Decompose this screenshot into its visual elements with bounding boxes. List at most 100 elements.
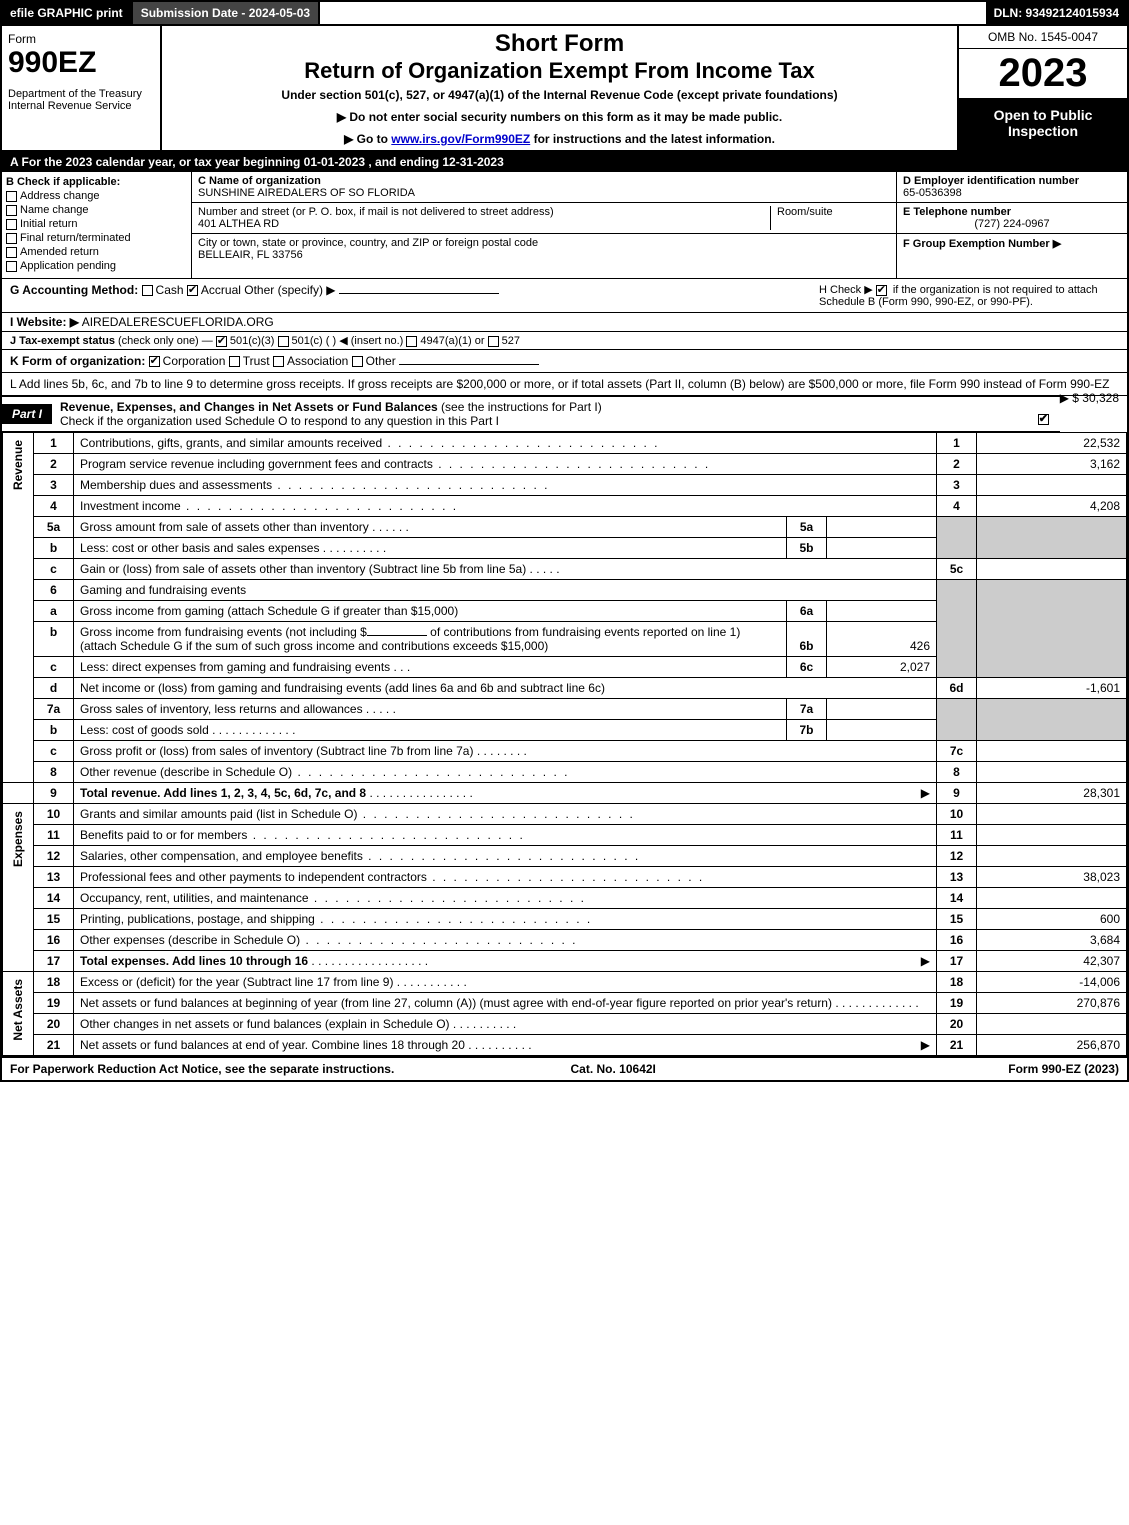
chk-address-change[interactable]: Address change: [6, 190, 187, 202]
line-19-num: 19: [34, 993, 74, 1014]
ein-label: D Employer identification number: [903, 175, 1079, 187]
line-6d-amt: -1,601: [977, 678, 1127, 699]
line-6b-sn: 6b: [787, 622, 827, 657]
chk-schedule-o-part-i[interactable]: [1038, 414, 1049, 425]
line-6-num: 6: [34, 580, 74, 601]
part-i-header: Part I Revenue, Expenses, and Changes in…: [2, 396, 1060, 432]
line-5b-num: b: [34, 538, 74, 559]
note-ssn: ▶ Do not enter social security numbers o…: [170, 110, 949, 124]
footer-left: For Paperwork Reduction Act Notice, see …: [10, 1062, 394, 1076]
chk-4947a1[interactable]: [406, 336, 417, 347]
line-11-amt: [977, 825, 1127, 846]
line-2-desc: Program service revenue including govern…: [74, 454, 937, 475]
line-5a-sa: [827, 517, 937, 538]
line-4-num: 4: [34, 496, 74, 517]
page-footer: For Paperwork Reduction Act Notice, see …: [2, 1056, 1127, 1080]
header-right: OMB No. 1545-0047 2023 Open to Public In…: [957, 26, 1127, 150]
website-value: AIREDALERESCUEFLORIDA.ORG: [82, 315, 274, 329]
col-b-checkboxes: B Check if applicable: Address change Na…: [2, 172, 192, 278]
line-3-amt: [977, 475, 1127, 496]
chk-final-return[interactable]: Final return/terminated: [6, 232, 187, 244]
chk-h-schedule-b[interactable]: [876, 285, 887, 296]
omb-number: OMB No. 1545-0047: [959, 26, 1127, 49]
org-city-block: City or town, state or province, country…: [192, 234, 896, 264]
line-14-amt: [977, 888, 1127, 909]
form-word: Form: [8, 32, 154, 46]
line-7b-num: b: [34, 720, 74, 741]
line-12-amt: [977, 846, 1127, 867]
chk-corporation[interactable]: [149, 356, 160, 367]
l-amount: ▶ $ 30,328: [1060, 391, 1119, 405]
row-g-h: G Accounting Method: Cash Accrual Other …: [2, 279, 1127, 313]
chk-501c3-label: 501(c)(3): [230, 335, 275, 347]
line-3-num: 3: [34, 475, 74, 496]
i-label: I Website: ▶: [10, 315, 79, 329]
line-21-amt: 256,870: [977, 1035, 1127, 1056]
chk-trust[interactable]: [229, 356, 240, 367]
line-2-num: 2: [34, 454, 74, 475]
line-7c-desc: Gross profit or (loss) from sales of inv…: [74, 741, 937, 762]
line-16-desc: Other expenses (describe in Schedule O): [74, 930, 937, 951]
chk-amended-return[interactable]: Amended return: [6, 246, 187, 258]
efile-print-label[interactable]: efile GRAPHIC print: [2, 2, 133, 24]
line-19-desc: Net assets or fund balances at beginning…: [74, 993, 937, 1014]
footer-catno: Cat. No. 10642I: [571, 1062, 656, 1076]
chk-initial-return[interactable]: Initial return: [6, 218, 187, 230]
form-code: 990EZ: [8, 46, 154, 80]
line-17-rn: 17: [937, 951, 977, 972]
group-exemption-label: F Group Exemption Number ▶: [903, 238, 1061, 250]
line-20-rn: 20: [937, 1014, 977, 1035]
line-4-desc: Investment income: [74, 496, 937, 517]
org-street-block: Number and street (or P. O. box, if mail…: [192, 203, 896, 234]
chk-final-return-label: Final return/terminated: [20, 232, 131, 244]
chk-application-pending[interactable]: Application pending: [6, 260, 187, 272]
line-21-num: 21: [34, 1035, 74, 1056]
line-5c-desc: Gain or (loss) from sale of assets other…: [74, 559, 937, 580]
l-text: L Add lines 5b, 6c, and 7b to line 9 to …: [10, 377, 1109, 391]
revenue-side-spacer: [3, 783, 34, 804]
line-16-rn: 16: [937, 930, 977, 951]
chk-other-org[interactable]: [352, 356, 363, 367]
line-6b-desc: Gross income from fundraising events (no…: [74, 622, 787, 657]
line-6d-rn: 6d: [937, 678, 977, 699]
line-9-rn: 9: [937, 783, 977, 804]
line-8-rn: 8: [937, 762, 977, 783]
header-left: Form 990EZ Department of the Treasury In…: [2, 26, 162, 150]
chk-association[interactable]: [273, 356, 284, 367]
chk-527[interactable]: [488, 336, 499, 347]
line-6c-num: c: [34, 657, 74, 678]
chk-cash-label: Cash: [156, 283, 184, 297]
phone-block: E Telephone number (727) 224-0967: [897, 203, 1127, 234]
other-specify-label: Other (specify) ▶: [244, 283, 335, 297]
line-11-rn: 11: [937, 825, 977, 846]
phone-label: E Telephone number: [903, 206, 1011, 218]
irs-link[interactable]: www.irs.gov/Form990EZ: [391, 132, 530, 146]
line-5b-desc: Less: cost or other basis and sales expe…: [74, 538, 787, 559]
line-7ab-shade-rn: [937, 699, 977, 741]
h-text1: H Check ▶: [819, 284, 876, 296]
line-6d-num: d: [34, 678, 74, 699]
chk-name-change[interactable]: Name change: [6, 204, 187, 216]
chk-501c[interactable]: [278, 336, 289, 347]
chk-initial-return-label: Initial return: [20, 218, 77, 230]
line-15-amt: 600: [977, 909, 1127, 930]
chk-accrual[interactable]: [187, 285, 198, 296]
note2-pre: ▶ Go to: [344, 132, 391, 146]
line-4-amt: 4,208: [977, 496, 1127, 517]
line-9-desc: Total revenue. Add lines 1, 2, 3, 4, 5c,…: [74, 783, 937, 804]
line-2-rn: 2: [937, 454, 977, 475]
part-i-checkline: Check if the organization used Schedule …: [60, 414, 499, 428]
row-l-gross-receipts: L Add lines 5b, 6c, and 7b to line 9 to …: [2, 373, 1127, 396]
title-short-form: Short Form: [170, 30, 949, 58]
open-public-inspection: Open to Public Inspection: [959, 99, 1127, 150]
chk-501c3[interactable]: [216, 336, 227, 347]
tax-year: 2023: [959, 49, 1127, 99]
footer-right: Form 990-EZ (2023): [1008, 1062, 1119, 1076]
line-7a-num: 7a: [34, 699, 74, 720]
top-bar: efile GRAPHIC print Submission Date - 20…: [2, 2, 1127, 26]
line-6a-num: a: [34, 601, 74, 622]
chk-cash[interactable]: [142, 285, 153, 296]
room-label: Room/suite: [777, 206, 833, 218]
line-17-amt: 42,307: [977, 951, 1127, 972]
chk-trust-label: Trust: [243, 354, 270, 368]
